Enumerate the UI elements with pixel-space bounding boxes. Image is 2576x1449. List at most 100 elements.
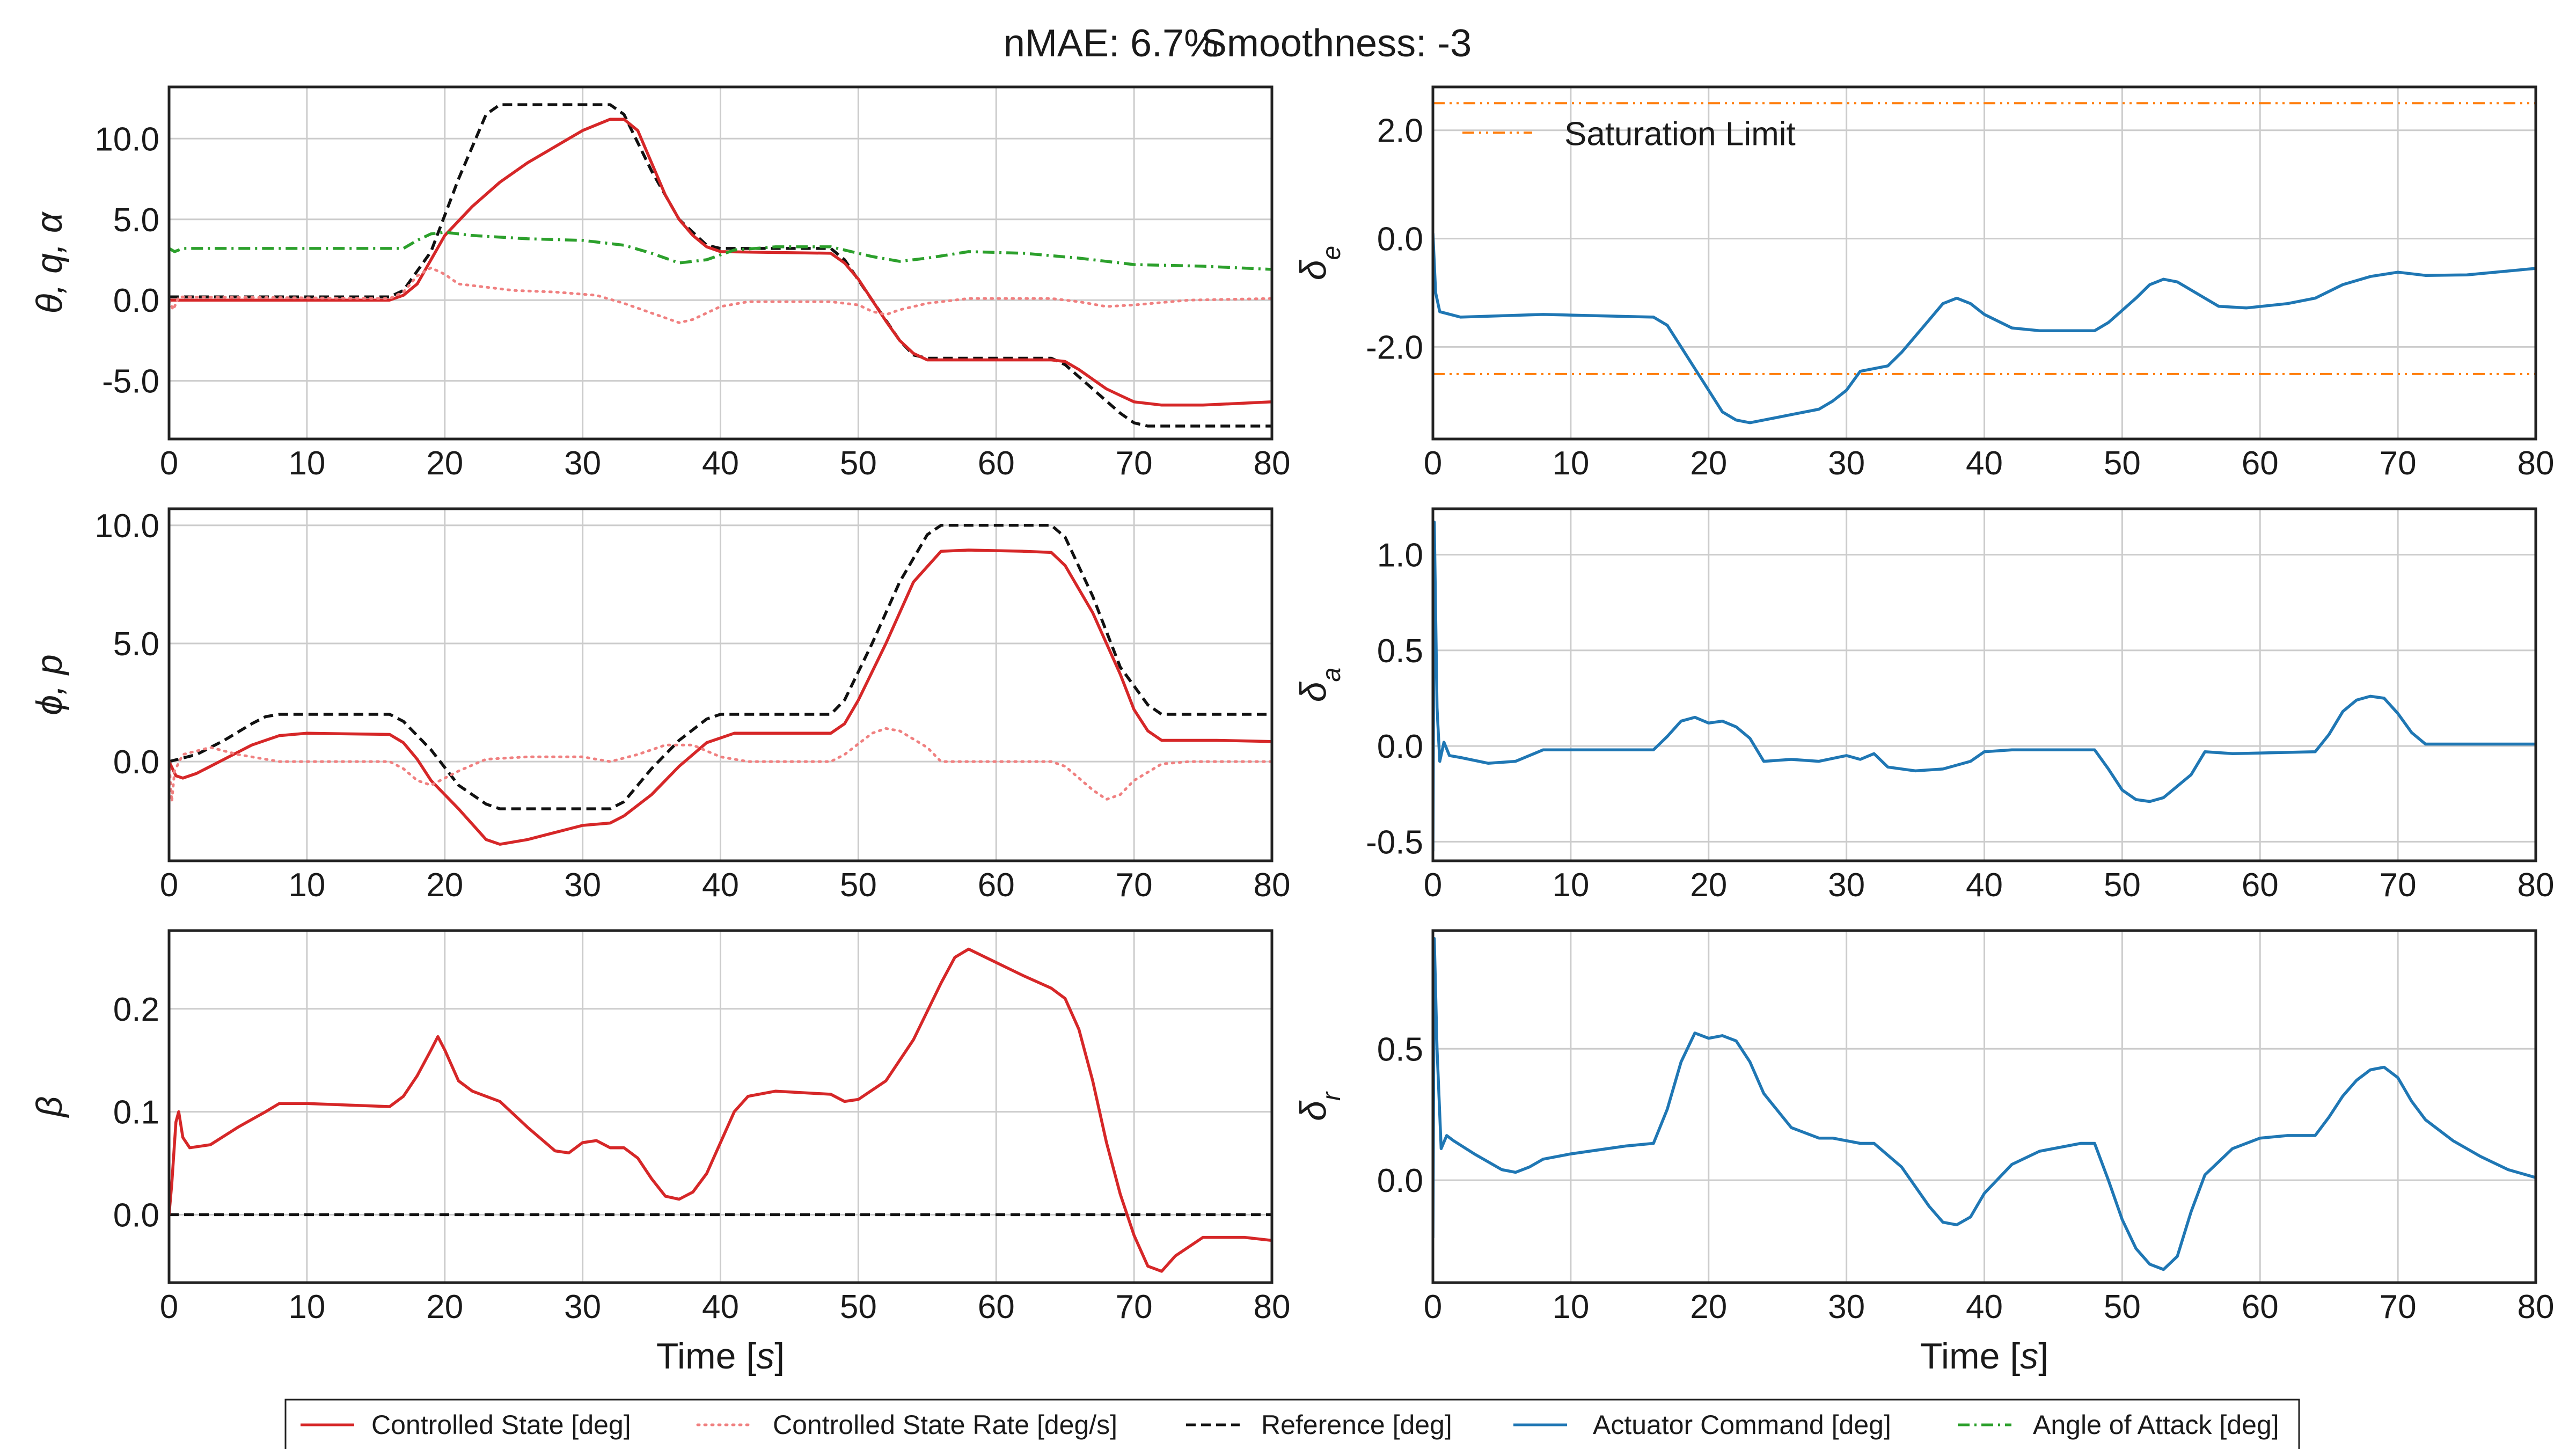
x-tick-label: 50 (840, 1289, 877, 1326)
x-tick-label: 40 (702, 445, 739, 482)
legend-label-controlled-state: Controlled State [deg] (371, 1410, 631, 1440)
y-tick-label: -0.5 (1366, 824, 1423, 861)
x-tick-label: 0 (160, 1289, 178, 1326)
figure-title-nmae: nMAE: 6.7% (1004, 22, 1218, 65)
x-tick-label: 10 (1552, 867, 1589, 904)
y-tick-label: 5.0 (113, 202, 159, 239)
y-tick-label: 0.1 (113, 1094, 159, 1131)
panel-6-frame (1431, 929, 2537, 1284)
y-tick-label: 0.0 (1377, 728, 1423, 765)
panel-6: 0 10 20 30 40 50 60 70 80 0.5 0.0 δr Time [s] (1293, 929, 2555, 1377)
y-tick-label: 0.5 (1377, 1031, 1423, 1068)
y-axis-label-p: ϕ, p (29, 654, 70, 715)
x-tick-label: 30 (564, 1289, 601, 1326)
panel-4: 0 10 20 30 40 50 60 70 80 1.0 0.5 0.0 -0.5 δa (1293, 507, 2555, 904)
x-tick-label: 80 (2518, 1289, 2555, 1326)
x-tick-label: 30 (564, 445, 601, 482)
x-tick-label: 50 (2104, 867, 2141, 904)
y-tick-label: -2.0 (1366, 329, 1423, 366)
series-actuator (1433, 936, 2536, 1271)
y-tick-label: 10.0 (94, 508, 159, 545)
panel-2-series (1433, 233, 2536, 425)
x-tick-label: 20 (1690, 867, 1727, 904)
x-tick-label: 0 (1424, 1289, 1442, 1326)
x-tick-label: 70 (1116, 1289, 1153, 1326)
x-axis-label: Time [s] (1920, 1336, 2048, 1377)
panel-5-series (169, 947, 1272, 1273)
x-tick-label: 30 (564, 867, 601, 904)
series-rate (169, 727, 1272, 803)
legend: Controlled State [deg] Controlled State … (284, 1399, 2300, 1449)
x-tick-label: 40 (702, 867, 739, 904)
x-tick-label: 70 (1116, 867, 1153, 904)
y-tick-label: 2.0 (1377, 113, 1423, 150)
series-state (169, 118, 1272, 407)
y-tick-label: 0.0 (113, 744, 159, 781)
x-tick-label: 70 (1116, 445, 1153, 482)
x-tick-label: 80 (1254, 445, 1291, 482)
x-tick-label: 20 (1690, 445, 1727, 482)
x-tick-label: 50 (840, 445, 877, 482)
y-axis-label-e: δe (1293, 246, 1346, 281)
x-tick-label: 20 (426, 867, 463, 904)
panel-2-frame (1431, 85, 2537, 441)
x-tick-label: 60 (2242, 1289, 2279, 1326)
y-tick-label: 0.5 (1377, 633, 1423, 670)
panel-4-series (1433, 521, 2536, 852)
y-tick-label: 5.0 (113, 626, 159, 663)
x-tick-label: 40 (1966, 1289, 2003, 1326)
x-tick-label: 0 (1424, 867, 1442, 904)
panel-5: 0 10 20 30 40 50 60 70 80 0.2 0.1 0.0 β Time [s] (29, 929, 1291, 1377)
legend-label-controlled-state-rate: Controlled State Rate [deg/s] (773, 1410, 1117, 1440)
x-tick-label: 80 (2518, 445, 2555, 482)
legend-label-reference: Reference [deg] (1261, 1410, 1452, 1440)
x-tick-label: 0 (160, 867, 178, 904)
panel-1: 0 10 20 30 40 50 60 70 80 10.0 5.0 0.0 -5.0 θ, q, α (29, 85, 1291, 482)
panel-3: 0 10 20 30 40 50 60 70 80 10.0 5.0 0.0 ϕ, p (29, 507, 1290, 904)
x-tick-label: 50 (840, 867, 877, 904)
x-tick-label: 80 (2518, 867, 2555, 904)
y-axis-label-q: θ, q, α (29, 211, 70, 313)
legend-label-actuator-command: Actuator Command [deg] (1593, 1410, 1891, 1440)
series-actuator (1433, 233, 2536, 425)
panel-5-frame (167, 929, 1274, 1284)
y-axis-label-r: δr (1293, 1091, 1346, 1121)
y-axis-label-panel-5: β (29, 1096, 70, 1118)
y-tick-label: 1.0 (1377, 537, 1423, 574)
x-axis-label: Time [s] (656, 1336, 785, 1377)
y-axis-label-a: δa (1293, 668, 1346, 702)
series-state (169, 947, 1272, 1273)
series-reference (169, 103, 1272, 428)
x-tick-label: 80 (1254, 1289, 1291, 1326)
y-tick-label: 0.0 (113, 282, 159, 319)
x-tick-label: 10 (288, 867, 325, 904)
series-reference (169, 524, 1272, 810)
x-tick-label: 10 (1552, 445, 1589, 482)
x-tick-label: 20 (426, 445, 463, 482)
panel-1-series (169, 103, 1272, 428)
series-rate (169, 266, 1272, 324)
y-tick-label: -5.0 (102, 363, 159, 400)
x-tick-label: 50 (2104, 1289, 2141, 1326)
x-tick-label: 40 (1966, 445, 2003, 482)
x-tick-label: 30 (1828, 1289, 1865, 1326)
panel-1-frame (167, 85, 1274, 441)
x-tick-label: 30 (1828, 867, 1865, 904)
x-tick-label: 60 (2242, 445, 2279, 482)
y-tick-label: 10.0 (94, 121, 159, 158)
x-tick-label: 60 (978, 445, 1015, 482)
x-tick-label: 40 (1966, 867, 2003, 904)
panel-3-series (169, 524, 1272, 846)
y-tick-label: 0.0 (1377, 1162, 1423, 1199)
x-tick-label: 20 (1690, 1289, 1727, 1326)
saturation-legend-label: Saturation Limit (1564, 115, 1796, 152)
x-tick-label: 40 (702, 1289, 739, 1326)
series-aoa (169, 231, 1272, 271)
x-tick-label: 0 (1424, 445, 1442, 482)
panel-3-frame (167, 507, 1274, 862)
x-tick-label: 70 (2380, 445, 2417, 482)
y-tick-label: 0.0 (1377, 221, 1423, 258)
x-tick-label: 20 (426, 1289, 463, 1326)
series-state (169, 548, 1272, 846)
